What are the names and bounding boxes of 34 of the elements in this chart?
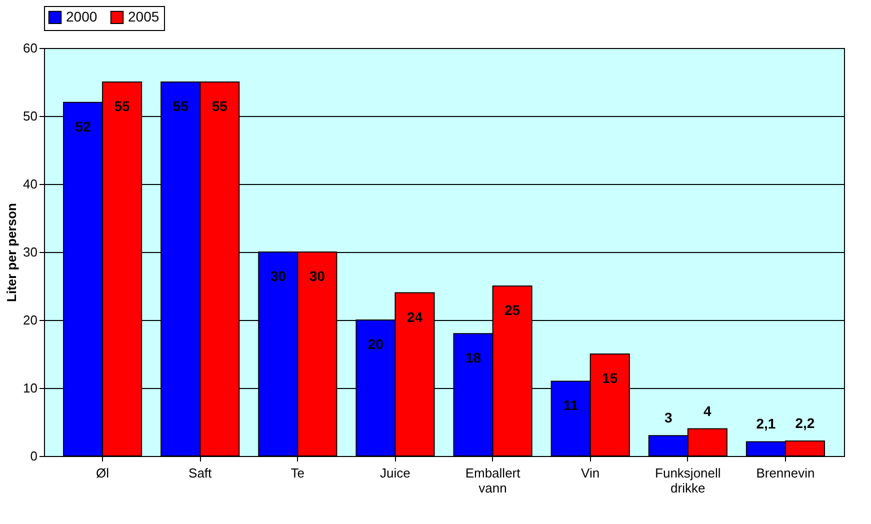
data-label: 55 [114, 98, 130, 114]
y-tick-label: 20 [23, 312, 38, 328]
y-tick-label: 50 [23, 108, 38, 124]
x-tick-label: Te [290, 466, 305, 480]
data-label: 11 [563, 397, 578, 414]
data-label: 24 [406, 308, 423, 325]
x-tick-label: Vin [581, 466, 600, 480]
data-label: 25 [504, 302, 520, 318]
x-tick-label: Emballert vann [465, 466, 521, 496]
x-tick-label: Øl [96, 466, 110, 480]
data-label: 3 [664, 410, 672, 426]
x-tick-label: Funksjonell drikke [655, 466, 721, 496]
data-label: 52 [75, 118, 92, 134]
y-tick-label: 0 [30, 448, 38, 464]
data-label: 30 [270, 268, 286, 284]
x-tick-label: Brennevin [756, 466, 815, 480]
data-label: 2,2 [795, 415, 815, 432]
data-label: 20 [368, 336, 384, 352]
x-tick-label: Juice [380, 466, 410, 480]
y-tick-label: 60 [23, 40, 38, 56]
legend-label: 2000 [66, 8, 98, 24]
data-label: 18 [465, 350, 482, 366]
data-label: 15 [602, 370, 618, 386]
data-label: 4 [704, 402, 712, 419]
legend-label: 2005 [128, 8, 160, 24]
y-axis-title: Liter per person [4, 202, 20, 302]
data-label: 2,1 [756, 416, 776, 432]
x-tick-label: Saft [188, 466, 212, 480]
data-label: 55 [172, 98, 189, 114]
data-label: 55 [212, 98, 228, 114]
y-tick-label: 40 [23, 176, 38, 192]
y-tick-label: 30 [23, 244, 38, 260]
y-tick-label: 10 [23, 380, 38, 396]
data-label: 30 [309, 268, 326, 284]
